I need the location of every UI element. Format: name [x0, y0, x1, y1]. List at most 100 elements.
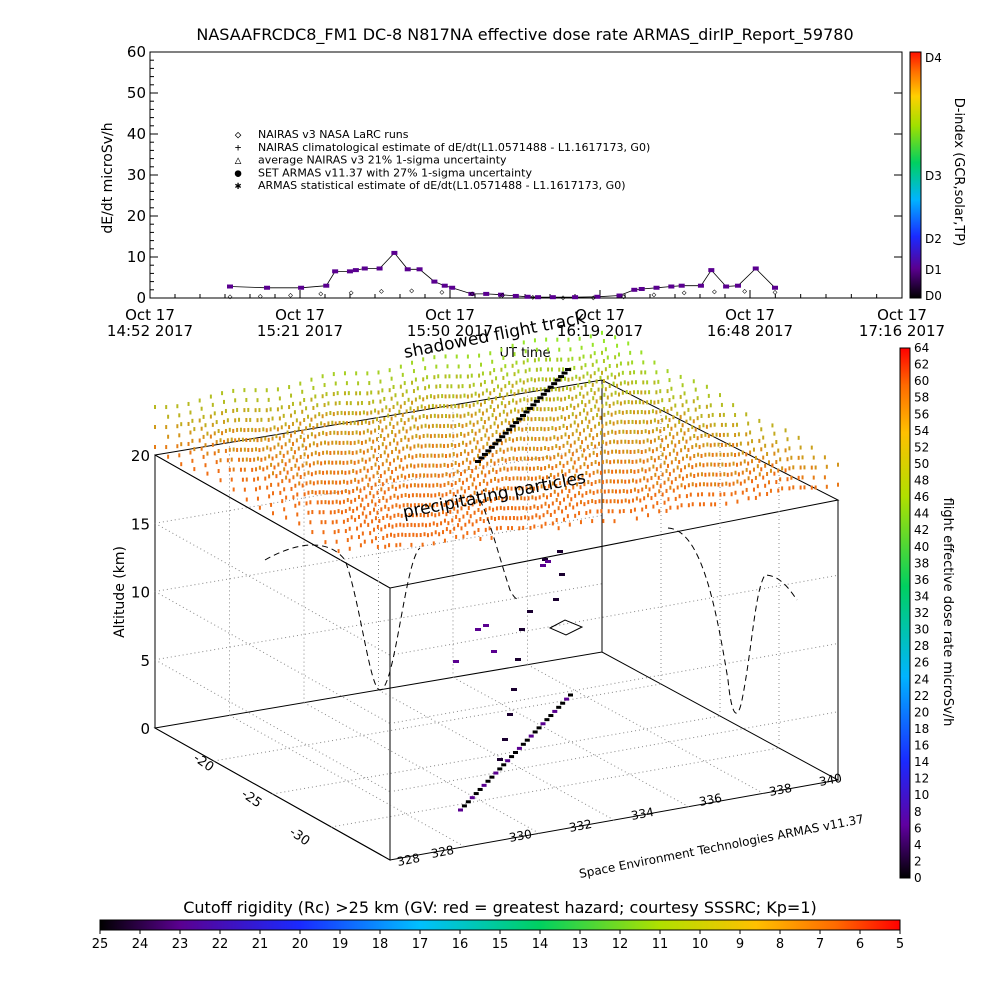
- flight-track: [453, 368, 573, 812]
- track-mark: [547, 385, 554, 389]
- dose-tick-label: 18: [914, 722, 929, 736]
- rigidity-tick-label: 18: [372, 937, 389, 952]
- track-mark: [469, 796, 475, 800]
- dose-tick-label: 10: [914, 788, 929, 802]
- track-mark: [551, 382, 558, 386]
- track-mark: [548, 714, 554, 718]
- track-mark: [499, 435, 506, 439]
- track-mark: [528, 734, 534, 738]
- track-mark: [565, 368, 571, 371]
- track-mark: [511, 688, 517, 691]
- track-mark: [554, 378, 561, 382]
- top-y-axis: 0 10 20 30 40 50 60: [127, 43, 902, 307]
- rigidity-colorbar: [99, 919, 901, 931]
- dose-tick-label: 46: [914, 490, 929, 504]
- track-mark: [481, 452, 488, 456]
- dose-tick-label: 58: [914, 391, 929, 405]
- rigidity-tick-label: 24: [132, 937, 149, 952]
- x-tick-date: Oct 17: [125, 306, 175, 324]
- track-mark: [545, 560, 551, 563]
- track-mark: [502, 738, 508, 741]
- armas-point: [227, 284, 233, 289]
- dose-tick-label: 38: [914, 556, 929, 570]
- armas-point: [376, 266, 383, 271]
- armas-point: [723, 284, 730, 289]
- nairas-point: ◇: [440, 287, 445, 296]
- track-mark: [506, 428, 513, 432]
- dose-tick-label: 36: [914, 573, 929, 587]
- legend-label: NAIRAS v3 NASA LaRC runs: [258, 128, 409, 141]
- track-mark: [501, 763, 507, 767]
- armas-point: [772, 285, 778, 290]
- armas-point: [449, 285, 456, 290]
- axes-3d-labels: 0 5 10 15 20 -20 -25 -30 328 328 330 332 334 336 338 34…: [131, 447, 843, 869]
- dose-tick-label: 60: [914, 374, 929, 388]
- track-mark: [520, 414, 526, 417]
- z-tick-label: 15: [131, 515, 150, 533]
- nairas-point: ◇: [651, 290, 656, 299]
- rigidity-tick-label: 21: [252, 937, 269, 952]
- track-mark: [461, 804, 467, 808]
- track-mark: [526, 406, 533, 410]
- nairas-point: ◇: [530, 292, 535, 301]
- grid-line: [229, 714, 465, 848]
- track-mark: [544, 389, 551, 393]
- track-mark: [488, 445, 495, 449]
- d-index-label: D0: [925, 289, 942, 303]
- track-mark: [519, 628, 525, 631]
- armas-point: [631, 287, 638, 292]
- dose-tick-label: 0: [914, 871, 922, 885]
- lon-tick-label: 328: [430, 843, 455, 861]
- dose-tick-label: 26: [914, 656, 929, 670]
- z-tick-label: 0: [140, 720, 150, 738]
- rigidity-tick-label: 23: [172, 937, 189, 952]
- lon-tick-label: 336: [698, 791, 723, 809]
- track-mark: [492, 442, 499, 446]
- armas-point: [678, 283, 685, 288]
- rigidity-tick-label: 13: [572, 937, 589, 952]
- track-mark: [524, 738, 530, 742]
- lat-tick-label: -25: [238, 787, 264, 811]
- rigidity-title: Cutoff rigidity (Rc) >25 km (GV: red = g…: [183, 898, 817, 917]
- rigidity-tick-label: 8: [776, 937, 784, 952]
- track-mark: [493, 771, 499, 775]
- nairas-point: ◇: [379, 287, 384, 296]
- grid-line: [378, 689, 615, 821]
- x-tick-time: 15:21 2017: [257, 322, 343, 340]
- track-mark: [483, 624, 489, 627]
- armas-point: [616, 293, 623, 298]
- armas-point: [653, 285, 660, 290]
- track-mark: [497, 758, 503, 761]
- lon-tick-label: 332: [568, 817, 593, 835]
- track-mark: [530, 403, 537, 407]
- track-mark: [505, 759, 511, 763]
- nairas-point: ◇: [288, 291, 293, 300]
- x-tick-date: Oct 17: [275, 306, 325, 324]
- credit-line: Space Environment Technologies ARMAS v11…: [578, 812, 865, 881]
- dose-tick-label: 30: [914, 623, 929, 637]
- grid-line: [527, 664, 764, 794]
- armas-point: [404, 267, 411, 272]
- track-mark: [560, 701, 566, 705]
- dose-tick-label: 50: [914, 457, 929, 471]
- dose-tick-label: 40: [914, 540, 929, 554]
- dose-tick-label: 14: [914, 755, 929, 769]
- track-mark: [475, 460, 481, 463]
- track-mark: [478, 456, 485, 460]
- lat-tick-label: -20: [190, 751, 216, 775]
- track-mark: [540, 564, 546, 567]
- track-mark: [485, 779, 491, 783]
- dose-colorbar: [899, 347, 911, 879]
- grid-line: [272, 715, 721, 795]
- dose-tick-label: 42: [914, 523, 929, 537]
- top-legend: ◇ NAIRAS v3 NASA LaRC runs + NAIRAS climato…: [235, 128, 651, 192]
- d-index-labels: D0 D1 D2 D3 D4: [925, 51, 942, 303]
- legend-label: ARMAS statistical estimate of dE/dt(L1.0…: [258, 179, 625, 192]
- track-mark: [544, 718, 550, 722]
- grid-line: [303, 702, 540, 834]
- armas-point: [668, 284, 675, 289]
- armas-point: [416, 267, 423, 272]
- x-tick-time: 16:48 2017: [707, 322, 793, 340]
- track-mark: [485, 449, 492, 453]
